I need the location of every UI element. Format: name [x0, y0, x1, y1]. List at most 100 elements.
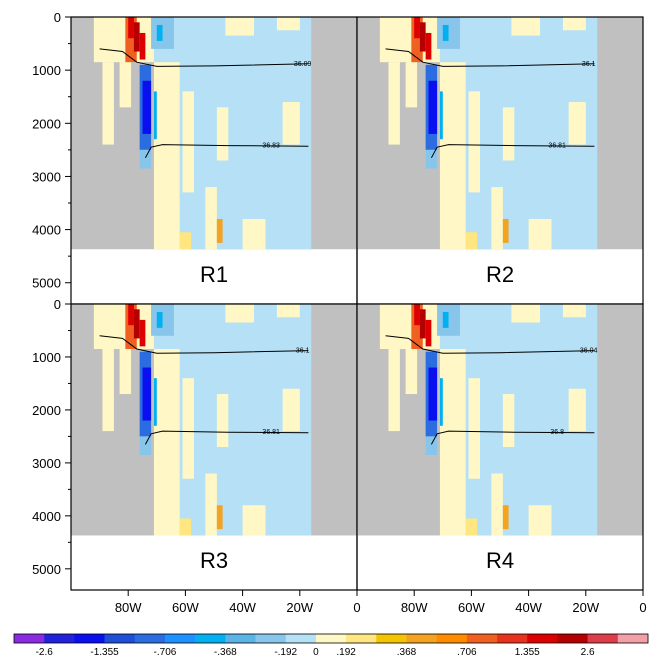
heatmap-cell: [468, 378, 480, 479]
colorbar-swatch: [587, 634, 619, 643]
heatmap-cell: [442, 311, 449, 328]
heatmap-cell: [139, 149, 152, 169]
heatmap-cell: [133, 22, 140, 52]
y-tick-label: 2000: [32, 403, 61, 418]
heatmap-cell: [225, 304, 255, 323]
heatmap-cell: [388, 349, 400, 432]
x-tick-label: 80W: [401, 600, 428, 615]
contour-upper: [385, 335, 595, 354]
x-tick-label: 0: [639, 600, 646, 615]
y-tick-label: 0: [54, 10, 61, 25]
heatmap-cell: [465, 518, 478, 536]
heatmap-cell: [225, 17, 255, 36]
heatmap-cell: [491, 473, 503, 536]
colorbar-swatch: [134, 634, 166, 643]
heatmap-cell: [425, 149, 438, 169]
heatmap-cell: [276, 304, 300, 318]
x-tick-label: 20W: [572, 600, 599, 615]
y-tick-label: 4000: [32, 223, 61, 238]
heatmap-cell: [414, 17, 420, 39]
heatmap-cell: [276, 17, 300, 31]
colorbar-swatch: [436, 634, 468, 643]
heatmap-cell: [568, 388, 586, 432]
heatmap-cell: [119, 62, 132, 108]
heatmap-cell: [156, 24, 163, 41]
contour-label-upper: 36.1: [296, 348, 310, 355]
contour-lower: [144, 430, 309, 445]
y-tick-label: 5000: [32, 562, 61, 577]
colorbar-label: .368: [397, 647, 417, 658]
colorbar-swatch: [406, 634, 437, 643]
heatmap-cell: [405, 349, 418, 395]
colorbar-label: .706: [457, 647, 477, 658]
x-tick-label: 60W: [172, 600, 199, 615]
heatmap-cell: [419, 22, 426, 52]
y-tick-label: 1000: [32, 350, 61, 365]
heatmap-cell: [425, 32, 432, 60]
heatmap-cell: [468, 91, 480, 193]
x-axis: 80W 60W 40W 20W 0 80W 60W 40W 20W 0: [115, 590, 647, 615]
x-tick-label: 60W: [458, 600, 485, 615]
heatmap-cell: [439, 91, 443, 140]
heatmap-cell: [419, 309, 426, 339]
heatmap-cell: [125, 304, 137, 350]
x-tick-label: 40W: [229, 600, 256, 615]
contour-upper: [385, 48, 595, 67]
heatmap-cell: [502, 505, 509, 530]
y-tick-label: 2000: [32, 116, 61, 131]
panel-r2: 36.1 36.81 R2: [356, 16, 644, 305]
heatmap-cell: [562, 17, 586, 31]
colorbar-swatch: [376, 634, 407, 643]
contour-upper: [99, 48, 309, 67]
heatmap-cell: [491, 187, 503, 250]
colorbar-label: -2.6: [36, 647, 54, 658]
colorbar-swatch: [557, 634, 588, 643]
heatmap-cell: [282, 388, 300, 432]
y-tick-label: 1000: [32, 63, 61, 78]
heatmap-cell: [562, 304, 586, 318]
colorbar-swatch: [497, 634, 528, 643]
heatmap-cell: [205, 187, 217, 250]
contour-label-upper: 36.04: [580, 348, 598, 355]
heatmap-cell: [102, 62, 114, 145]
heatmap-cell: [128, 17, 134, 39]
heatmap-cell: [179, 232, 192, 250]
heatmap-cell: [405, 62, 418, 108]
colorbar-swatch: [164, 634, 196, 643]
panel-label: R1: [200, 262, 228, 287]
y-axis: 0 1000 2000 3000 4000 5000 0 1000 2000 3000 4000 50…: [32, 10, 71, 577]
panel-label: R2: [486, 262, 514, 287]
heatmap-cell: [502, 218, 509, 243]
colorbar-label: .192: [336, 647, 356, 658]
heatmap-cell: [411, 17, 423, 63]
heatmap-cell: [528, 505, 552, 536]
heatmap-cell: [511, 17, 541, 36]
colorbar-swatch: [195, 634, 226, 643]
heatmap-cell: [425, 319, 432, 347]
x-tick-label: 20W: [286, 600, 313, 615]
heatmap-cell: [142, 367, 152, 421]
heatmap-cell: [156, 311, 163, 328]
colorbar-swatch: [285, 634, 317, 643]
heatmap-cell: [128, 304, 134, 326]
heatmap-cell: [282, 102, 300, 145]
heatmap-cell: [425, 436, 438, 455]
heatmap-cell: [153, 91, 157, 140]
colorbar-label: -.368: [214, 647, 237, 658]
heatmap-cell: [102, 349, 114, 432]
colorbar-swatch: [315, 634, 347, 643]
heatmap-cell: [216, 394, 229, 447]
x-tick-label: 0: [353, 600, 360, 615]
panel-label: R4: [486, 548, 514, 573]
panel-label: R3: [200, 548, 228, 573]
panel-r1: 36.09 36.83 R1: [70, 16, 358, 305]
colorbar-frame: [13, 633, 649, 644]
colorbar-swatch: [14, 634, 45, 643]
colorbar-label: 1.355: [515, 647, 540, 658]
y-tick-label: 4000: [32, 509, 61, 524]
heatmap-cell: [216, 505, 223, 530]
heatmap-cell: [153, 378, 157, 426]
heatmap-cell: [528, 218, 552, 250]
contour-label-lower: 36.8: [550, 429, 564, 436]
heatmap-cell: [139, 436, 152, 455]
